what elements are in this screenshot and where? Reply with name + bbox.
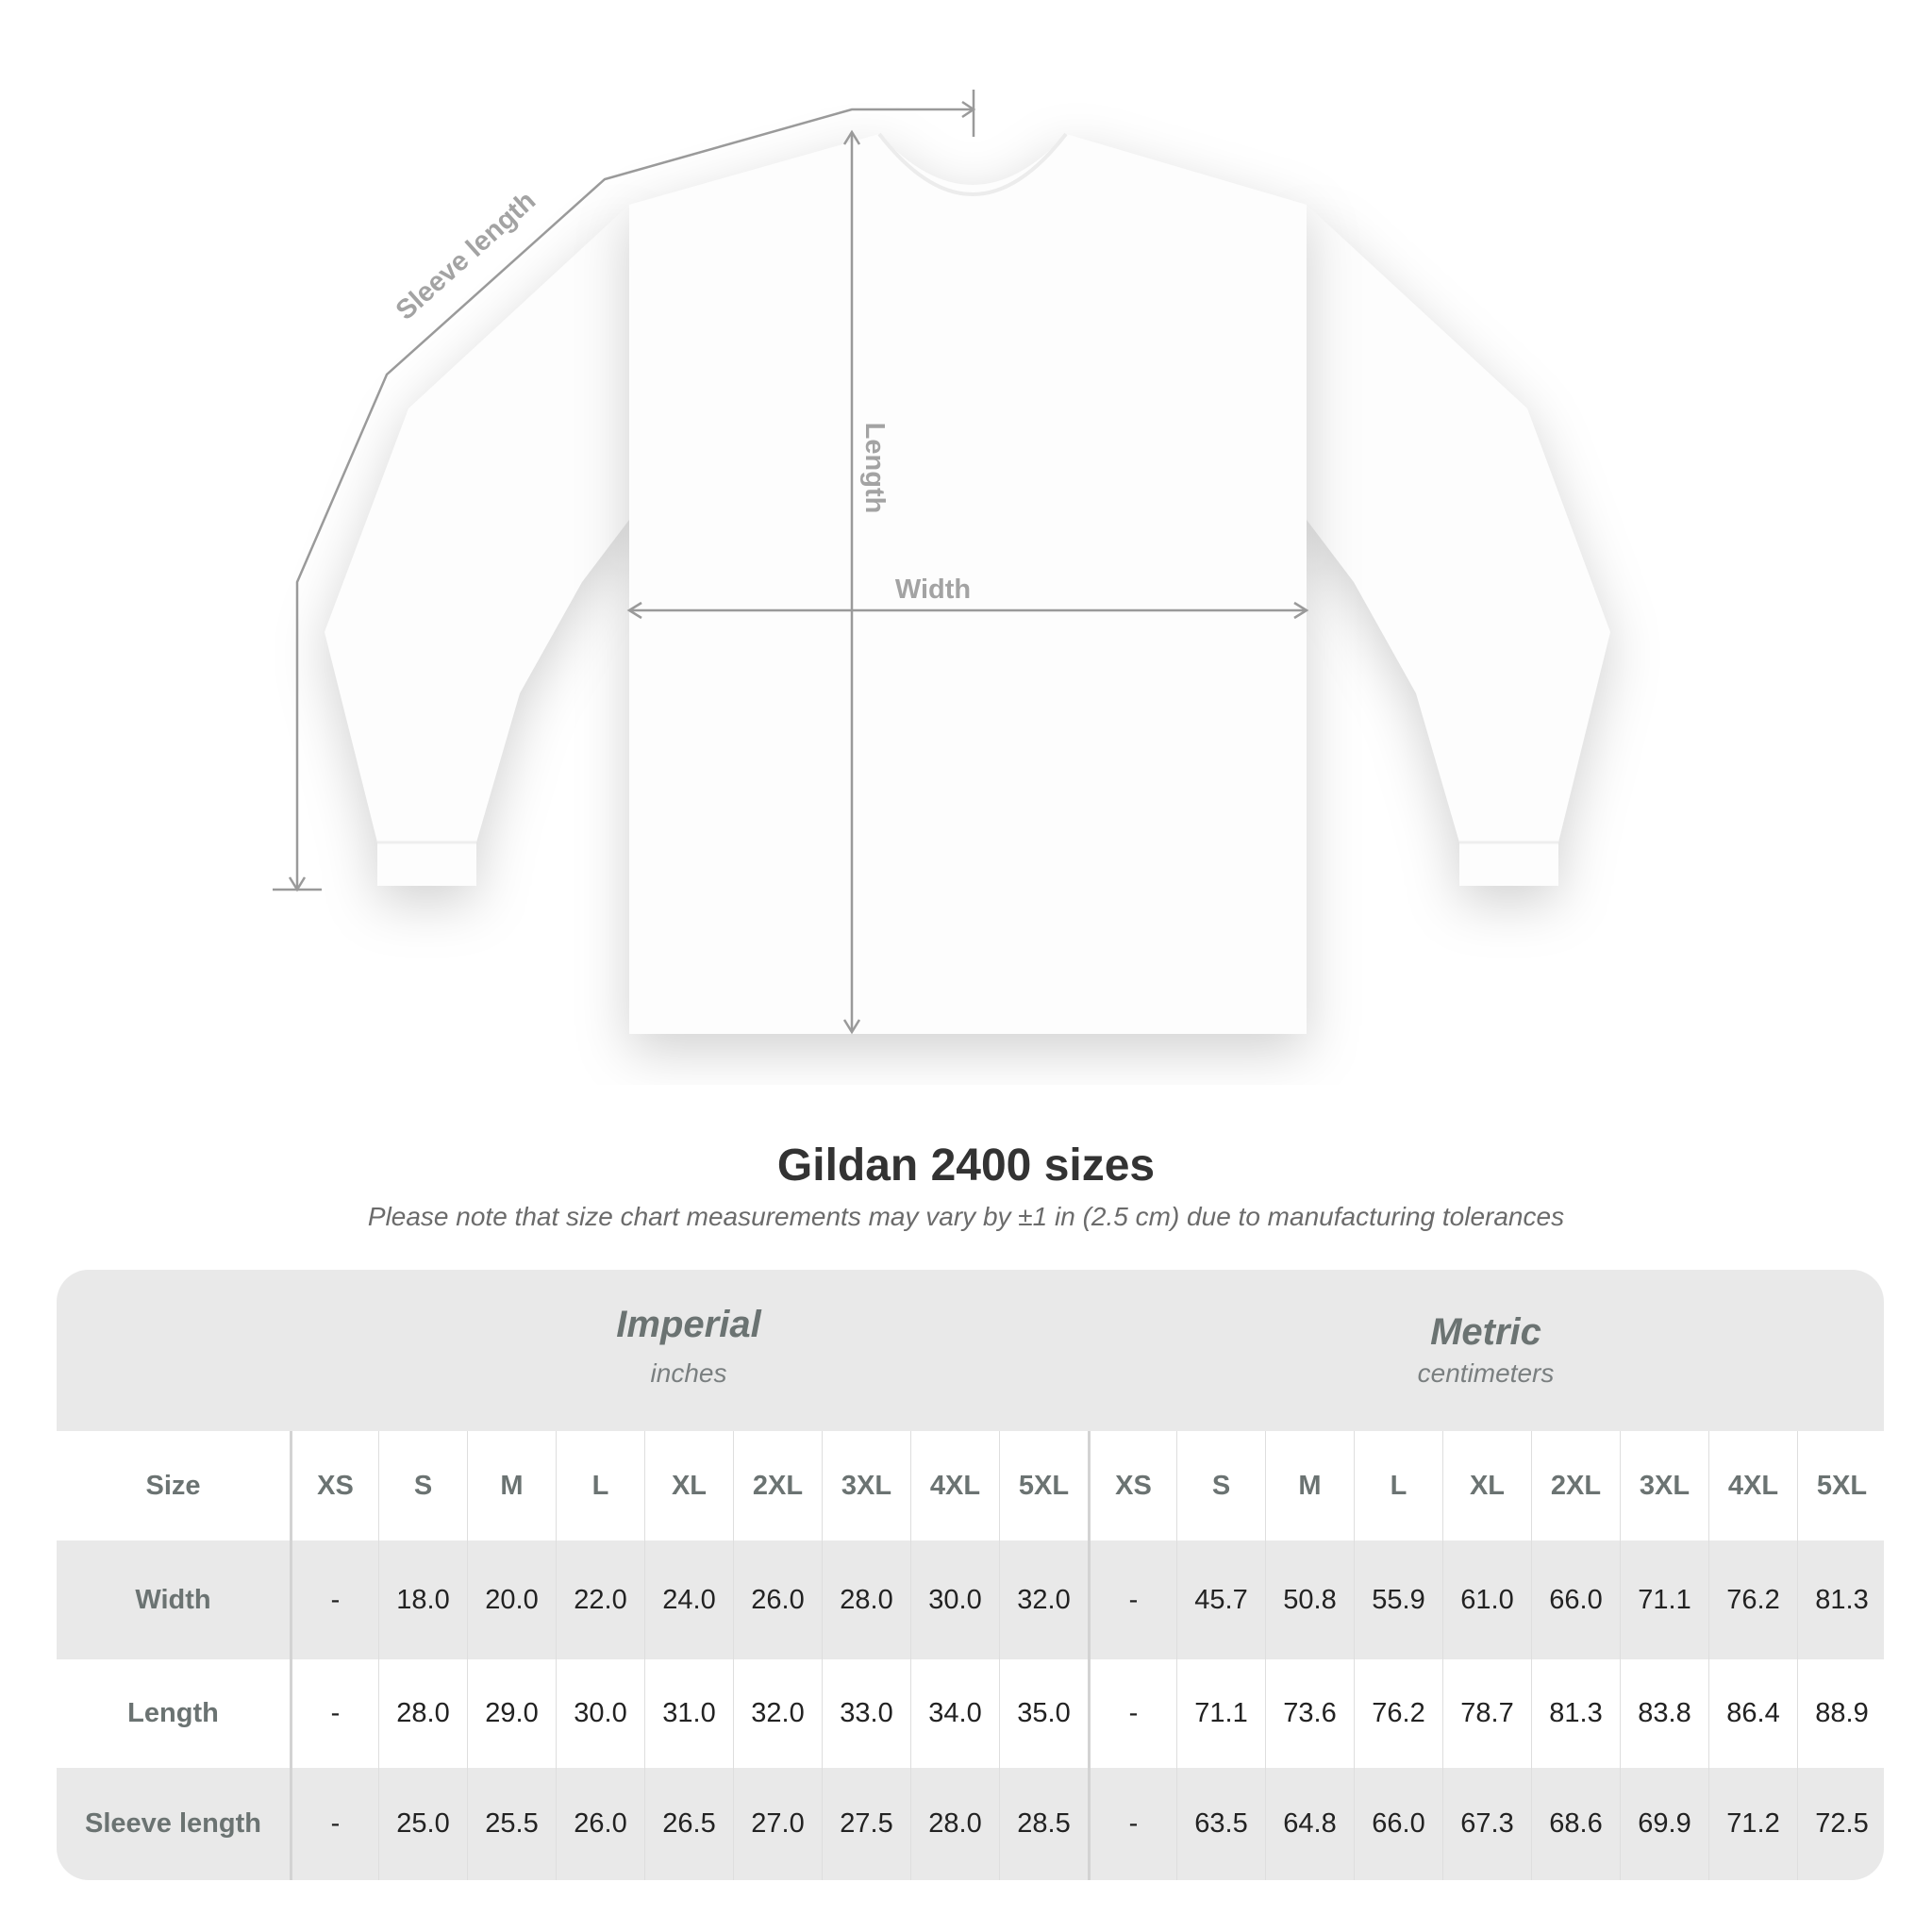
row-label: Width (135, 1584, 211, 1615)
imperial-size-header: S (378, 1431, 467, 1541)
row-label: Length (127, 1698, 219, 1728)
imperial-value: 20.0 (467, 1541, 556, 1659)
metric-size-header: 3XL (1620, 1431, 1708, 1541)
metric-value: - (1088, 1541, 1176, 1659)
metric-size-header: XL (1442, 1431, 1531, 1541)
metric-value: 45.7 (1176, 1541, 1265, 1659)
imperial-value: 22.0 (556, 1541, 644, 1659)
metric-size-header: 2XL (1531, 1431, 1620, 1541)
metric-value: 73.6 (1265, 1659, 1354, 1768)
metric-value: - (1088, 1768, 1176, 1880)
metric-value: 72.5 (1797, 1768, 1884, 1880)
metric-header: Metric centimeters (1088, 1270, 1884, 1431)
metric-value: 86.4 (1708, 1659, 1797, 1768)
imperial-value: 26.5 (644, 1768, 733, 1880)
imperial-value: 27.5 (822, 1768, 910, 1880)
imperial-size-header: XL (644, 1431, 733, 1541)
imperial-size-header: 3XL (822, 1431, 910, 1541)
width-measure (626, 601, 1309, 620)
table-row: Length -28.0 29.0 30.0 31.0 32.0 33.0 34.0 35.0-… (57, 1659, 1884, 1768)
metric-unit: centimeters (1417, 1358, 1555, 1388)
imperial-value: - (290, 1659, 378, 1768)
size-table: Imperial inches Metric centimeters Size X… (57, 1270, 1884, 1880)
table-header-band (57, 1270, 1884, 1431)
shirt-diagram: Sleeve length Length Width (273, 90, 1610, 1035)
metric-size-header: M (1265, 1431, 1354, 1541)
metric-value: 76.2 (1354, 1659, 1442, 1768)
page-title: Gildan 2400 sizes (776, 1141, 1156, 1191)
imperial-value: 32.0 (999, 1541, 1088, 1659)
metric-value: 71.1 (1620, 1541, 1708, 1659)
metric-value: 76.2 (1708, 1541, 1797, 1659)
metric-value: - (1088, 1659, 1176, 1768)
imperial-value: 28.0 (378, 1659, 467, 1768)
metric-size-header: 5XL (1797, 1431, 1884, 1541)
imperial-value: 32.0 (733, 1659, 822, 1768)
table-row: Sleeve length -25.0 25.5 26.0 26.5 27.0 27.5 28… (57, 1768, 1884, 1880)
metric-size-header: 4XL (1708, 1431, 1797, 1541)
imperial-value: 34.0 (910, 1659, 999, 1768)
imperial-value: 28.0 (822, 1541, 910, 1659)
metric-value: 61.0 (1442, 1541, 1531, 1659)
metric-value: 68.6 (1531, 1768, 1620, 1880)
imperial-value: - (290, 1541, 378, 1659)
imperial-value: 35.0 (999, 1659, 1088, 1768)
metric-value: 81.3 (1531, 1659, 1620, 1768)
imperial-unit: inches (650, 1358, 727, 1388)
metric-value: 88.9 (1797, 1659, 1884, 1768)
sleeve-length-measure (273, 90, 976, 892)
imperial-value: 26.0 (733, 1541, 822, 1659)
table-row: Width -18.0 20.0 22.0 24.0 26.0 28.0 30.0 32.0-4… (57, 1541, 1884, 1659)
metric-size-header: S (1176, 1431, 1265, 1541)
imperial-value: 25.0 (378, 1768, 467, 1880)
length-measure (842, 129, 861, 1035)
imperial-value: 18.0 (378, 1541, 467, 1659)
metric-value: 67.3 (1442, 1768, 1531, 1880)
metric-value: 63.5 (1176, 1768, 1265, 1880)
imperial-value: 33.0 (822, 1659, 910, 1768)
imperial-value: 24.0 (644, 1541, 733, 1659)
metric-size-header: XS (1088, 1431, 1176, 1541)
size-header-row: Size XS XS S S M M L L XL XL 2XL 2XL 3XL 3XL 4XL 4XL 5XL 5… (57, 1431, 1884, 1541)
imperial-value: 30.0 (910, 1541, 999, 1659)
imperial-value: 29.0 (467, 1659, 556, 1768)
imperial-value: - (290, 1768, 378, 1880)
metric-value: 50.8 (1265, 1541, 1354, 1659)
metric-value: 71.2 (1708, 1768, 1797, 1880)
imperial-header: Imperial inches (290, 1270, 1088, 1431)
imperial-value: 28.5 (999, 1768, 1088, 1880)
imperial-value: 25.5 (467, 1768, 556, 1880)
imperial-value: 31.0 (644, 1659, 733, 1768)
length-label: Length (859, 423, 890, 514)
imperial-value: 27.0 (733, 1768, 822, 1880)
row-label: Sleeve length (85, 1808, 261, 1839)
imperial-value: 26.0 (556, 1768, 644, 1880)
imperial-size-header: M (467, 1431, 556, 1541)
metric-size-header: L (1354, 1431, 1442, 1541)
shirt-illustration (325, 132, 1610, 1034)
metric-value: 64.8 (1265, 1768, 1354, 1880)
imperial-size-header: 4XL (910, 1431, 999, 1541)
metric-value: 69.9 (1620, 1768, 1708, 1880)
tolerance-note: Please note that size chart measurements… (367, 1202, 1565, 1231)
metric-value: 83.8 (1620, 1659, 1708, 1768)
width-label: Width (895, 575, 971, 605)
metric-value: 71.1 (1176, 1659, 1265, 1768)
imperial-value: 28.0 (910, 1768, 999, 1880)
metric-value: 78.7 (1442, 1659, 1531, 1768)
metric-title: Metric (1430, 1311, 1541, 1353)
imperial-value: 30.0 (556, 1659, 644, 1768)
imperial-title: Imperial (616, 1304, 761, 1345)
imperial-size-header: 5XL (999, 1431, 1088, 1541)
metric-value: 81.3 (1797, 1541, 1884, 1659)
imperial-size-header: 2XL (733, 1431, 822, 1541)
imperial-size-header: XS (290, 1431, 378, 1541)
imperial-size-header: L (556, 1431, 644, 1541)
metric-value: 55.9 (1354, 1541, 1442, 1659)
size-header-label: Size (145, 1470, 201, 1501)
metric-value: 66.0 (1354, 1768, 1442, 1880)
metric-value: 66.0 (1531, 1541, 1620, 1659)
